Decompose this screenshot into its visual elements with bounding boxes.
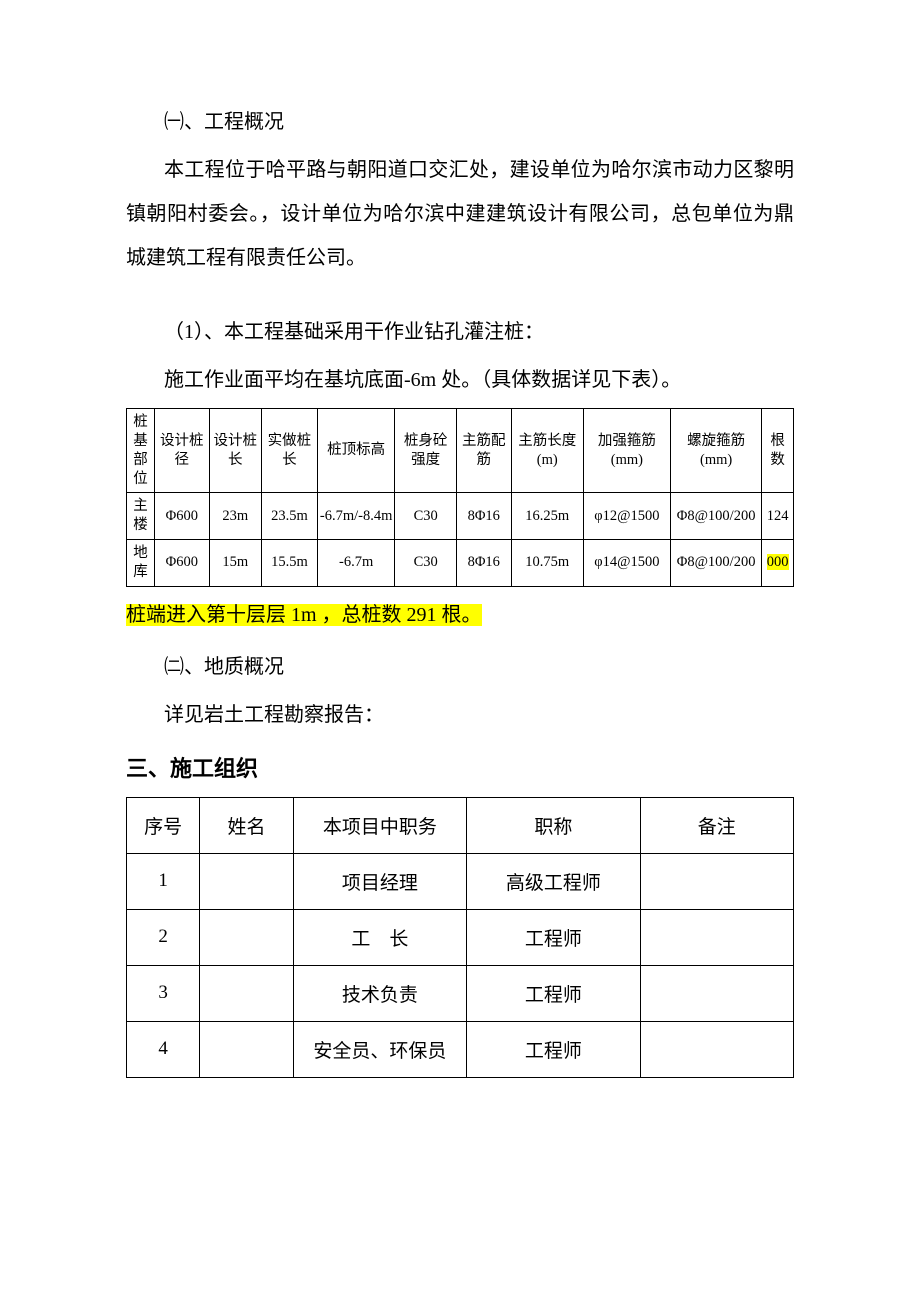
td — [200, 853, 293, 909]
td-highlighted: 000 — [762, 540, 794, 587]
th: 职称 — [467, 797, 640, 853]
td: Φ600 — [155, 493, 210, 540]
td: Φ8@100/200 — [670, 540, 761, 587]
table-row: 主楼 Φ600 23m 23.5m -6.7m/-8.4m C30 8Φ16 1… — [127, 493, 794, 540]
th: 备注 — [640, 797, 793, 853]
th: 设计桩径 — [155, 409, 210, 493]
table-row: 地库 Φ600 15m 15.5m -6.7m C30 8Φ16 10.75m … — [127, 540, 794, 587]
th: 设计桩长 — [209, 409, 261, 493]
table-row: 2 工 长 工程师 — [127, 909, 794, 965]
subsection-1-heading: （1）、本工程基础采用干作业钻孔灌注桩： — [164, 310, 794, 354]
td: φ14@1500 — [583, 540, 670, 587]
section-2-body: 详见岩土工程勘察报告： — [164, 693, 794, 737]
section-2-heading: ㈡、地质概况 — [164, 645, 794, 689]
table-row: 4 安全员、环保员 工程师 — [127, 1021, 794, 1077]
td — [640, 965, 793, 1021]
spacer — [126, 284, 794, 310]
td: 124 — [762, 493, 794, 540]
td: 8Φ16 — [456, 540, 511, 587]
td: 工程师 — [467, 1021, 640, 1077]
th: 本项目中职务 — [293, 797, 466, 853]
table-footnote: 桩端进入第十层层 1m ，总桩数 291 根。 — [126, 595, 794, 635]
th: 加强箍筋(mm) — [583, 409, 670, 493]
td — [200, 965, 293, 1021]
highlight-text: 000 — [767, 554, 789, 570]
td — [640, 909, 793, 965]
td: -6.7m/-8.4m — [317, 493, 395, 540]
td: 技术负责 — [293, 965, 466, 1021]
th: 根数 — [762, 409, 794, 493]
td: Φ8@100/200 — [670, 493, 761, 540]
td: C30 — [395, 540, 457, 587]
td: C30 — [395, 493, 457, 540]
td: 1 — [127, 853, 200, 909]
org-table: 序号 姓名 本项目中职务 职称 备注 1 项目经理 高级工程师 2 工 长 工程… — [126, 797, 794, 1078]
th: 姓名 — [200, 797, 293, 853]
td: 4 — [127, 1021, 200, 1077]
td — [200, 909, 293, 965]
table-header-row: 序号 姓名 本项目中职务 职称 备注 — [127, 797, 794, 853]
td: 15m — [209, 540, 261, 587]
td: 8Φ16 — [456, 493, 511, 540]
th: 桩基部位 — [127, 409, 155, 493]
td: 10.75m — [511, 540, 583, 587]
td: 16.25m — [511, 493, 583, 540]
td: 项目经理 — [293, 853, 466, 909]
table-row: 3 技术负责 工程师 — [127, 965, 794, 1021]
subsection-1-body: 施工作业面平均在基坑底面-6m 处。（具体数据详见下表）。 — [164, 358, 794, 402]
td: 工程师 — [467, 965, 640, 1021]
td: 15.5m — [261, 540, 317, 587]
td: 23.5m — [261, 493, 317, 540]
td: 安全员、环保员 — [293, 1021, 466, 1077]
td: 工 长 — [293, 909, 466, 965]
td — [640, 853, 793, 909]
td: 2 — [127, 909, 200, 965]
td: Φ600 — [155, 540, 210, 587]
td: 地库 — [127, 540, 155, 587]
th: 序号 — [127, 797, 200, 853]
td: 高级工程师 — [467, 853, 640, 909]
table-row: 1 项目经理 高级工程师 — [127, 853, 794, 909]
th: 实做桩长 — [261, 409, 317, 493]
th: 桩身砼强度 — [395, 409, 457, 493]
section-3-heading: 三、施工组织 — [126, 747, 794, 791]
th: 桩顶标高 — [317, 409, 395, 493]
td — [200, 1021, 293, 1077]
td — [640, 1021, 793, 1077]
section-1-body: 本工程位于哈平路与朝阳道口交汇处，建设单位为哈尔滨市动力区黎明镇朝阳村委会。，设… — [126, 148, 794, 280]
td: 23m — [209, 493, 261, 540]
highlight-text: 桩端进入第十层层 1m ，总桩数 291 根。 — [126, 604, 482, 626]
table-header-row: 桩基部位 设计桩径 设计桩长 实做桩长 桩顶标高 桩身砼强度 主筋配筋 主筋长度… — [127, 409, 794, 493]
th: 螺旋箍筋(mm) — [670, 409, 761, 493]
th: 主筋长度(m) — [511, 409, 583, 493]
td: 3 — [127, 965, 200, 1021]
th: 主筋配筋 — [456, 409, 511, 493]
td: 工程师 — [467, 909, 640, 965]
pile-data-table: 桩基部位 设计桩径 设计桩长 实做桩长 桩顶标高 桩身砼强度 主筋配筋 主筋长度… — [126, 408, 794, 587]
td: 主楼 — [127, 493, 155, 540]
section-1-heading: ㈠、工程概况 — [164, 100, 794, 144]
td: φ12@1500 — [583, 493, 670, 540]
td: -6.7m — [317, 540, 395, 587]
